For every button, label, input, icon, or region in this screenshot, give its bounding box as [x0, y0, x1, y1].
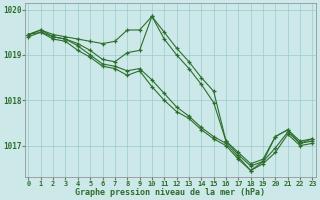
- X-axis label: Graphe pression niveau de la mer (hPa): Graphe pression niveau de la mer (hPa): [76, 188, 265, 197]
